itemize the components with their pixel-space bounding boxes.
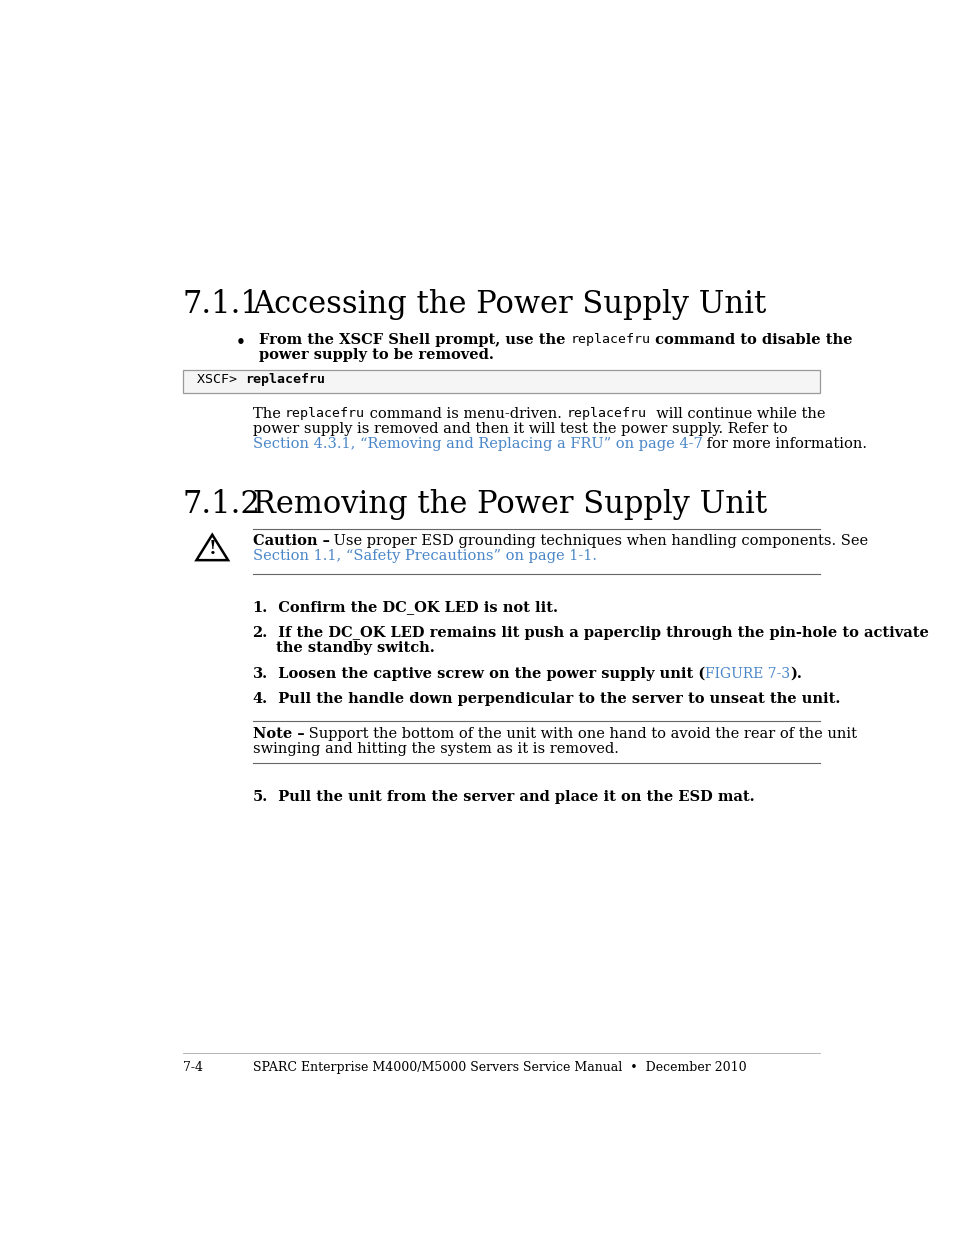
Text: for more information.: for more information. [701,436,866,451]
Text: 1.: 1. [253,600,268,615]
Text: Pull the handle down perpendicular to the server to unseat the unit.: Pull the handle down perpendicular to th… [268,692,840,706]
Text: swinging and hitting the system as it is removed.: swinging and hitting the system as it is… [253,742,618,756]
Text: •: • [235,335,245,350]
Text: replacefru: replacefru [570,333,650,346]
Text: Note –: Note – [253,727,304,741]
Text: will continue while the: will continue while the [646,406,824,421]
Text: ).: ). [789,667,801,680]
FancyBboxPatch shape [183,369,819,393]
Text: 7-4: 7-4 [183,1061,203,1073]
Text: Support the bottom of the unit with one hand to avoid the rear of the unit: Support the bottom of the unit with one … [304,727,857,741]
Text: replacefru: replacefru [245,373,324,385]
Text: FIGURE 7-3: FIGURE 7-3 [704,667,789,680]
Text: replacefru: replacefru [285,406,365,420]
Text: the standby switch.: the standby switch. [275,641,435,656]
Text: SPARC Enterprise M4000/M5000 Servers Service Manual  •  December 2010: SPARC Enterprise M4000/M5000 Servers Ser… [253,1061,745,1073]
Text: Loosen the captive screw on the power supply unit (: Loosen the captive screw on the power su… [268,667,704,682]
Text: 7.1.1: 7.1.1 [183,289,260,320]
Text: 2.: 2. [253,626,268,640]
Text: command is menu-driven.: command is menu-driven. [365,406,566,421]
Text: 5.: 5. [253,790,268,804]
Text: Confirm the DC_OK LED is not lit.: Confirm the DC_OK LED is not lit. [268,600,558,615]
Text: XSCF>: XSCF> [196,373,245,385]
Text: power supply is removed and then it will test the power supply. Refer to: power supply is removed and then it will… [253,421,786,436]
Text: Section 4.3.1, “Removing and Replacing a FRU” on page 4-7: Section 4.3.1, “Removing and Replacing a… [253,436,701,451]
Text: Use proper ESD grounding techniques when handling components. See: Use proper ESD grounding techniques when… [329,535,867,548]
Text: replacefru: replacefru [566,406,646,420]
Text: Caution –: Caution – [253,535,329,548]
Text: 4.: 4. [253,692,268,706]
Text: Section 1.1, “Safety Precautions” on page 1-1.: Section 1.1, “Safety Precautions” on pag… [253,550,596,563]
Text: command to disable the: command to disable the [650,333,852,347]
Text: 7.1.2: 7.1.2 [183,489,260,520]
Text: !: ! [208,540,216,558]
Text: The: The [253,406,285,421]
Text: Removing the Power Supply Unit: Removing the Power Supply Unit [253,489,766,520]
Text: Pull the unit from the server and place it on the ESD mat.: Pull the unit from the server and place … [268,790,754,804]
Text: power supply to be removed.: power supply to be removed. [258,348,493,362]
Text: If the DC_OK LED remains lit push a paperclip through the pin-hole to activate: If the DC_OK LED remains lit push a pape… [268,626,927,640]
Text: Accessing the Power Supply Unit: Accessing the Power Supply Unit [253,289,766,320]
Text: From the XSCF Shell prompt, use the: From the XSCF Shell prompt, use the [258,333,570,347]
Text: 3.: 3. [253,667,268,680]
